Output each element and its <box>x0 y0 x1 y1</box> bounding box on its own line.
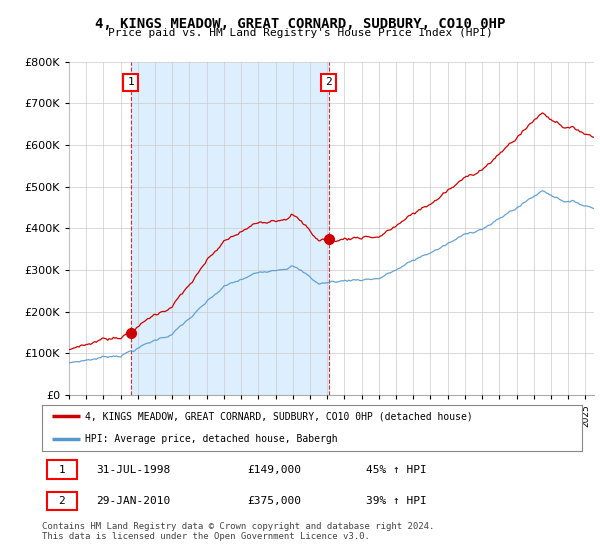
Text: 1: 1 <box>127 77 134 87</box>
Text: Contains HM Land Registry data © Crown copyright and database right 2024.: Contains HM Land Registry data © Crown c… <box>42 522 434 531</box>
Text: HPI: Average price, detached house, Babergh: HPI: Average price, detached house, Babe… <box>85 435 338 444</box>
Text: 2: 2 <box>59 496 65 506</box>
Text: £149,000: £149,000 <box>247 465 301 475</box>
Text: Price paid vs. HM Land Registry's House Price Index (HPI): Price paid vs. HM Land Registry's House … <box>107 28 493 38</box>
Text: 1: 1 <box>59 465 65 475</box>
Text: 45% ↑ HPI: 45% ↑ HPI <box>366 465 427 475</box>
Text: 4, KINGS MEADOW, GREAT CORNARD, SUDBURY, CO10 0HP (detached house): 4, KINGS MEADOW, GREAT CORNARD, SUDBURY,… <box>85 412 473 421</box>
FancyBboxPatch shape <box>47 460 77 479</box>
Text: 39% ↑ HPI: 39% ↑ HPI <box>366 496 427 506</box>
Bar <box>131 62 329 395</box>
Text: 2: 2 <box>325 77 332 87</box>
Text: This data is licensed under the Open Government Licence v3.0.: This data is licensed under the Open Gov… <box>42 532 370 541</box>
FancyBboxPatch shape <box>47 492 77 511</box>
Text: 29-JAN-2010: 29-JAN-2010 <box>96 496 170 506</box>
Text: 31-JUL-1998: 31-JUL-1998 <box>96 465 170 475</box>
Text: 4, KINGS MEADOW, GREAT CORNARD, SUDBURY, CO10 0HP: 4, KINGS MEADOW, GREAT CORNARD, SUDBURY,… <box>95 17 505 31</box>
Text: £375,000: £375,000 <box>247 496 301 506</box>
